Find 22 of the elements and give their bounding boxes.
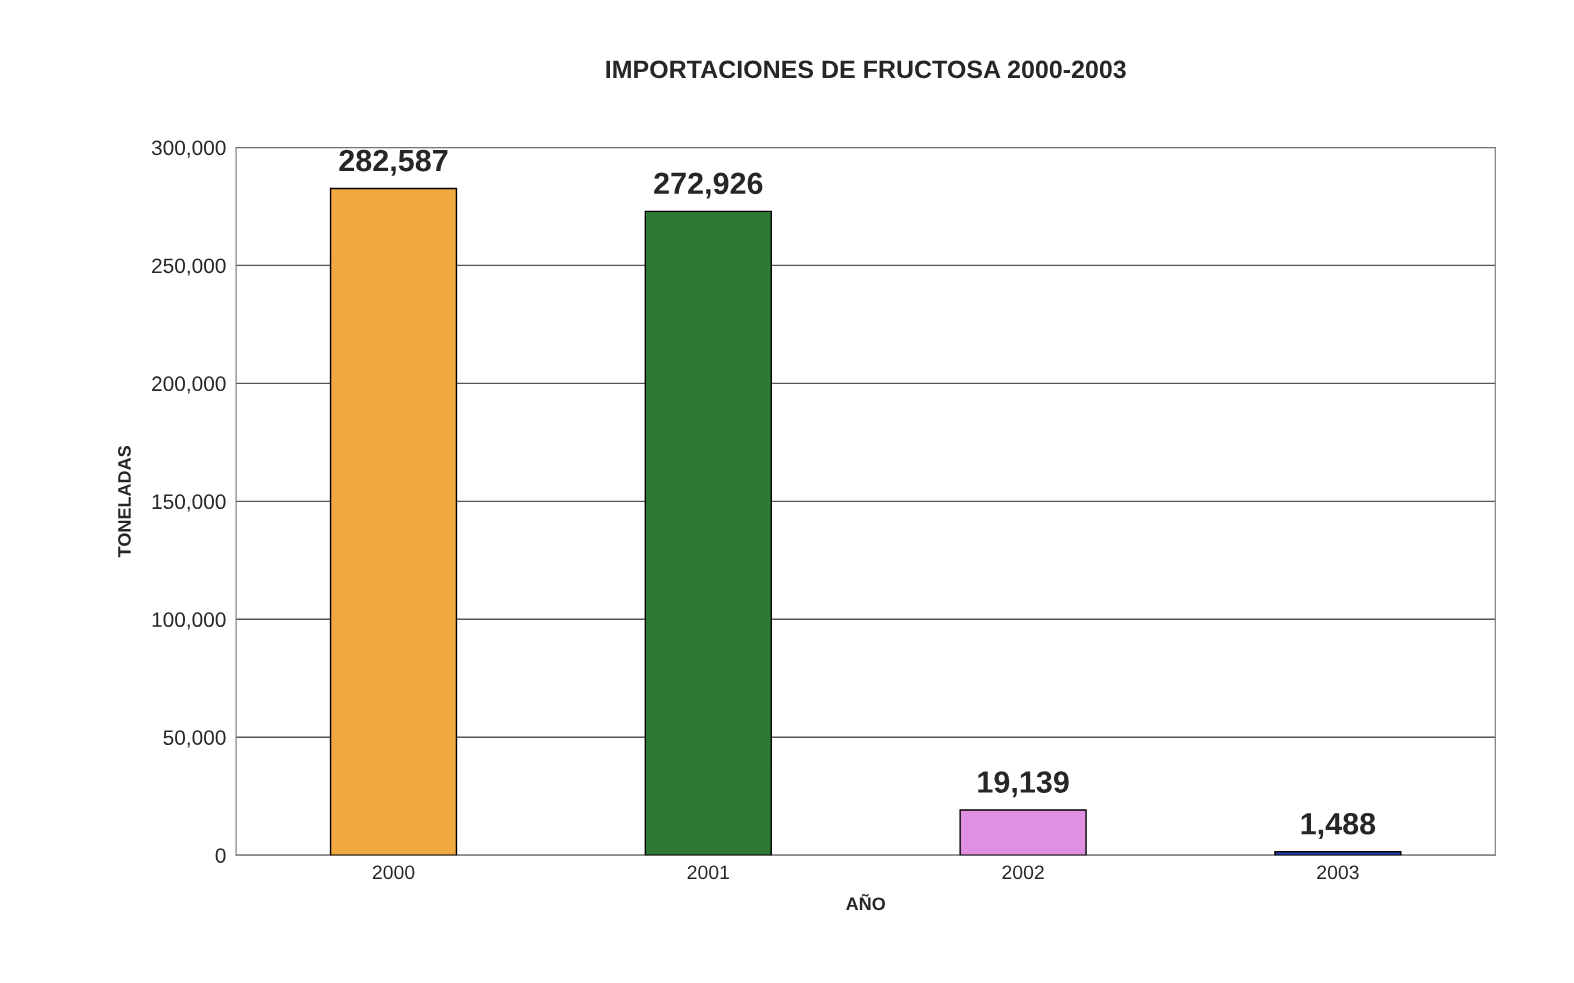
x-tick-label: 2002: [1002, 865, 1044, 880]
x-axis-title: AÑO: [846, 893, 885, 911]
y-tick-label: 50,000: [163, 730, 226, 748]
y-axis-title: TONELADAS: [118, 446, 131, 558]
y-tick-label: 250,000: [152, 258, 226, 276]
chart-title: IMPORTACIONES DE FRUCTOSA 2000-2003: [606, 60, 1126, 79]
x-tick-label: 2001: [687, 865, 729, 880]
y-tick-label: 150,000: [152, 494, 226, 512]
data-label: 1,488: [1301, 812, 1376, 839]
y-tick-label: 0: [215, 848, 226, 863]
x-tick-label: 2003: [1317, 865, 1359, 880]
y-tick-label: 200,000: [152, 376, 226, 394]
bar: [644, 210, 772, 856]
bar: [1274, 851, 1402, 856]
x-tick-label: 2000: [372, 865, 415, 880]
data-label: 272,926: [654, 172, 763, 199]
y-tick-label: 100,000: [152, 612, 226, 630]
y-tick-label: 300,000: [151, 140, 226, 158]
bar: [329, 187, 458, 856]
data-label: 19,139: [978, 771, 1069, 798]
data-label: 282,587: [339, 149, 448, 176]
bar: [959, 809, 1087, 856]
